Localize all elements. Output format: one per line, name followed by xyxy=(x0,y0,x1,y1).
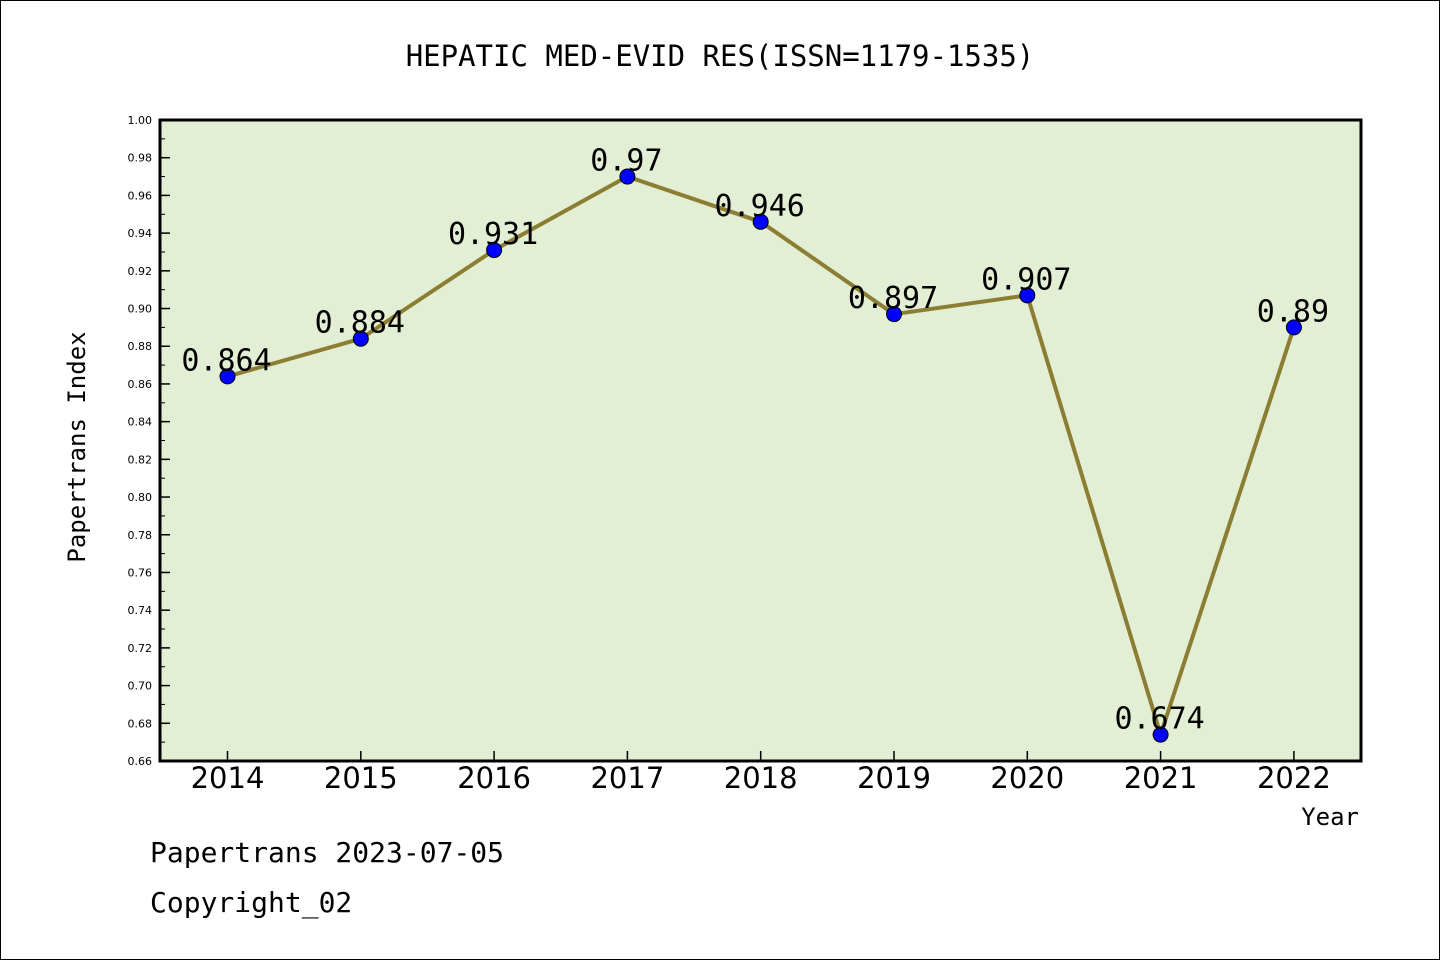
y-tick-label: 0.86 xyxy=(128,378,153,391)
y-axis: 0.66 0.68 0.70 0.72 0.74 0.76 0.78 0.80 0.82 0.84… xyxy=(128,114,170,768)
y-tick-label: 0.80 xyxy=(128,491,153,504)
y-tick-label: 0.68 xyxy=(128,717,153,730)
y-tick-label: 0.98 xyxy=(128,152,153,165)
data-point xyxy=(1152,726,1169,743)
y-tick-label: 1.00 xyxy=(128,114,153,127)
y-tick-label: 0.72 xyxy=(128,642,153,655)
data-point xyxy=(486,242,503,259)
data-label: 0.946 xyxy=(715,189,805,224)
data-point xyxy=(886,306,902,323)
y-tick-label: 0.96 xyxy=(128,189,153,202)
data-label: 0.97 xyxy=(590,144,662,179)
x-tick-label: 2020 xyxy=(990,761,1064,795)
footer-date: Papertrans 2023-07-05 xyxy=(150,836,505,869)
x-tick-label: 2016 xyxy=(457,761,531,795)
data-label: 0.907 xyxy=(981,262,1071,297)
data-point xyxy=(219,368,236,385)
x-tick-label: 2017 xyxy=(590,761,664,795)
x-tick-label: 2014 xyxy=(191,761,265,795)
y-tick-label: 0.76 xyxy=(128,566,153,579)
data-label: 0.884 xyxy=(315,306,405,341)
data-point xyxy=(352,330,369,347)
data-label: 0.89 xyxy=(1257,294,1329,329)
data-label: 0.674 xyxy=(1114,702,1204,737)
data-label: 0.931 xyxy=(448,217,538,252)
y-tick-label: 0.70 xyxy=(128,680,153,693)
x-axis: 2014 2015 2016 2017 2018 2019 2020 2021 2022 xyxy=(191,751,1331,795)
x-tick-label: 2019 xyxy=(857,761,931,795)
data-point xyxy=(619,168,636,185)
data-labels: 0.864 0.884 0.931 0.97 0.946 0.897 0.907 0.674 0… xyxy=(181,144,1329,737)
y-tick-label: 0.78 xyxy=(128,529,153,542)
data-point xyxy=(752,213,769,230)
y-tick-label: 0.82 xyxy=(128,453,153,466)
data-point xyxy=(1019,287,1036,304)
chart-title: HEPATIC MED-EVID RES(ISSN=1179-1535) xyxy=(406,39,1035,73)
x-tick-label: 2018 xyxy=(724,761,798,795)
y-tick-label: 0.88 xyxy=(128,340,153,353)
x-tick-label: 2022 xyxy=(1257,761,1331,795)
footer-copyright: Copyright_02 xyxy=(150,886,353,919)
data-markers xyxy=(219,168,1302,743)
y-tick-label: 0.92 xyxy=(128,265,153,278)
x-axis-label: Year xyxy=(1301,803,1359,831)
y-tick-label: 0.74 xyxy=(128,604,153,617)
y-axis-label: Papertrans Index xyxy=(63,331,91,562)
y-tick-label: 0.94 xyxy=(128,227,153,240)
x-tick-label: 2021 xyxy=(1124,761,1198,795)
y-tick-label: 0.90 xyxy=(128,303,153,316)
data-point xyxy=(1285,319,1302,336)
x-tick-label: 2015 xyxy=(324,761,398,795)
data-label: 0.897 xyxy=(848,281,938,316)
data-label: 0.864 xyxy=(181,343,271,378)
y-tick-label: 0.84 xyxy=(128,416,153,429)
y-tick-label: 0.66 xyxy=(128,755,153,768)
